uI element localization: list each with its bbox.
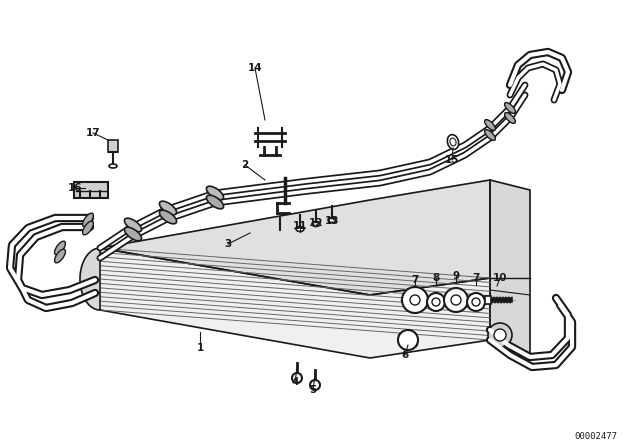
Circle shape bbox=[494, 329, 506, 341]
Circle shape bbox=[444, 288, 468, 312]
Ellipse shape bbox=[207, 186, 223, 200]
Text: 16: 16 bbox=[68, 183, 83, 193]
Polygon shape bbox=[100, 180, 490, 295]
Text: 12: 12 bbox=[308, 218, 323, 228]
Ellipse shape bbox=[83, 221, 93, 235]
Ellipse shape bbox=[504, 103, 515, 113]
Ellipse shape bbox=[484, 129, 495, 140]
FancyBboxPatch shape bbox=[108, 140, 118, 152]
Ellipse shape bbox=[328, 217, 336, 223]
Text: 9: 9 bbox=[452, 271, 460, 281]
Polygon shape bbox=[100, 248, 490, 358]
Circle shape bbox=[402, 287, 428, 313]
Circle shape bbox=[310, 380, 320, 390]
Circle shape bbox=[410, 295, 420, 305]
FancyBboxPatch shape bbox=[485, 296, 491, 304]
Ellipse shape bbox=[450, 138, 456, 146]
Text: 6: 6 bbox=[401, 350, 408, 360]
FancyBboxPatch shape bbox=[74, 182, 108, 198]
Text: 15: 15 bbox=[445, 155, 460, 165]
Text: 4: 4 bbox=[291, 377, 299, 387]
Text: 11: 11 bbox=[292, 221, 307, 231]
Text: 5: 5 bbox=[309, 385, 317, 395]
Text: 1: 1 bbox=[196, 343, 204, 353]
Text: 2: 2 bbox=[241, 160, 248, 170]
Ellipse shape bbox=[159, 210, 177, 224]
Circle shape bbox=[292, 373, 302, 383]
Ellipse shape bbox=[54, 249, 65, 263]
Ellipse shape bbox=[447, 134, 459, 149]
Ellipse shape bbox=[159, 201, 177, 215]
Text: 3: 3 bbox=[225, 239, 232, 249]
Circle shape bbox=[432, 298, 440, 306]
Text: 7: 7 bbox=[472, 273, 480, 283]
Text: 8: 8 bbox=[433, 273, 440, 283]
Circle shape bbox=[467, 293, 485, 311]
Text: 10: 10 bbox=[493, 273, 508, 283]
Ellipse shape bbox=[207, 195, 223, 209]
Ellipse shape bbox=[124, 227, 141, 241]
Text: 7: 7 bbox=[412, 275, 419, 285]
Text: 17: 17 bbox=[86, 128, 100, 138]
Polygon shape bbox=[80, 248, 100, 310]
Ellipse shape bbox=[484, 120, 495, 130]
Ellipse shape bbox=[124, 218, 141, 232]
Text: 14: 14 bbox=[248, 63, 262, 73]
Ellipse shape bbox=[54, 241, 65, 255]
Ellipse shape bbox=[504, 112, 515, 123]
Ellipse shape bbox=[312, 221, 320, 227]
Circle shape bbox=[451, 295, 461, 305]
Text: 00002477: 00002477 bbox=[575, 431, 618, 440]
Circle shape bbox=[427, 293, 445, 311]
Text: 13: 13 bbox=[324, 216, 339, 226]
Circle shape bbox=[472, 298, 480, 306]
Ellipse shape bbox=[296, 227, 304, 232]
Circle shape bbox=[398, 330, 418, 350]
Polygon shape bbox=[490, 180, 530, 355]
Ellipse shape bbox=[109, 164, 117, 168]
Circle shape bbox=[488, 323, 512, 347]
Ellipse shape bbox=[83, 213, 93, 227]
